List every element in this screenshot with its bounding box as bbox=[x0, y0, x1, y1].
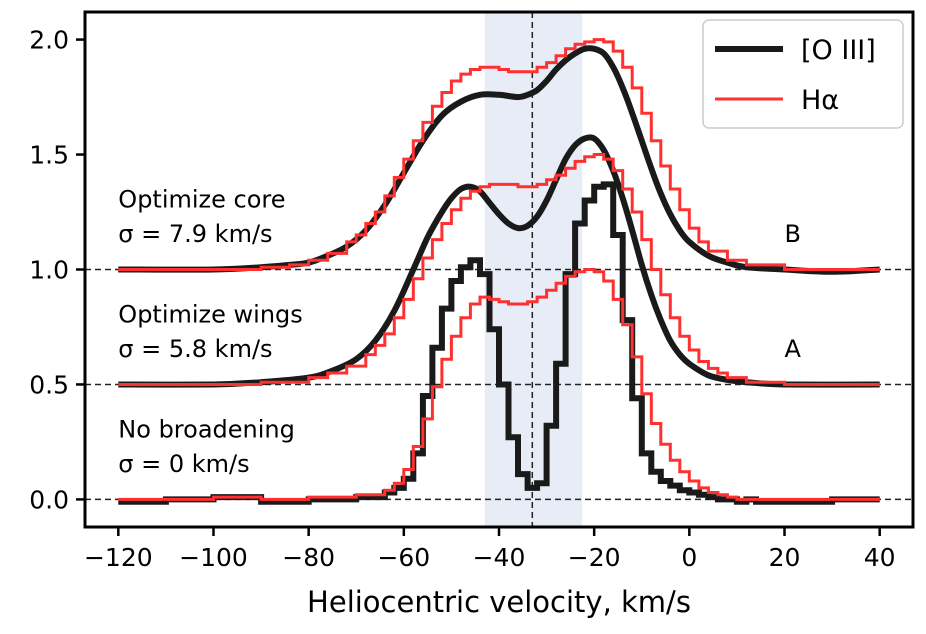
x-axis-title: Heliocentric velocity, km/s bbox=[307, 585, 691, 619]
annotation-7: A bbox=[785, 335, 802, 363]
y-tick-label-1: 0.5 bbox=[29, 370, 69, 399]
x-tick-label-7: 20 bbox=[769, 543, 801, 572]
x-tick-label-5: −20 bbox=[568, 543, 621, 572]
y-tick-label-0: 0.0 bbox=[29, 485, 69, 514]
series-line-5 bbox=[118, 38, 880, 271]
y-tick-label-3: 1.5 bbox=[29, 141, 69, 170]
annotation-5: σ = 0 km/s bbox=[118, 450, 249, 478]
y-tick-label-2: 1.0 bbox=[29, 256, 69, 285]
annotation-6: B bbox=[785, 220, 801, 248]
series-line-3 bbox=[118, 153, 880, 386]
legend-label-1: Hα bbox=[801, 85, 839, 116]
x-tick-label-8: 40 bbox=[864, 543, 896, 572]
x-tick-label-4: −40 bbox=[473, 543, 526, 572]
x-tick-label-1: −100 bbox=[179, 543, 248, 572]
x-tick-label-2: −80 bbox=[282, 543, 335, 572]
legend-label-0: [O III] bbox=[801, 35, 876, 66]
annotation-3: σ = 5.8 km/s bbox=[118, 335, 272, 363]
annotation-1: σ = 7.9 km/s bbox=[118, 220, 272, 248]
series-line-1 bbox=[118, 268, 880, 501]
y-tick-label-4: 2.0 bbox=[29, 26, 69, 55]
x-tick-label-0: −120 bbox=[84, 543, 153, 572]
x-tick-label-3: −60 bbox=[377, 543, 430, 572]
annotation-0: Optimize core bbox=[118, 185, 285, 213]
legend: [O III] Hα bbox=[702, 19, 904, 129]
annotation-2: Optimize wings bbox=[118, 300, 303, 328]
annotation-4: No broadening bbox=[118, 415, 295, 443]
series-line-2 bbox=[118, 134, 880, 388]
x-tick-label-6: 0 bbox=[681, 543, 697, 572]
